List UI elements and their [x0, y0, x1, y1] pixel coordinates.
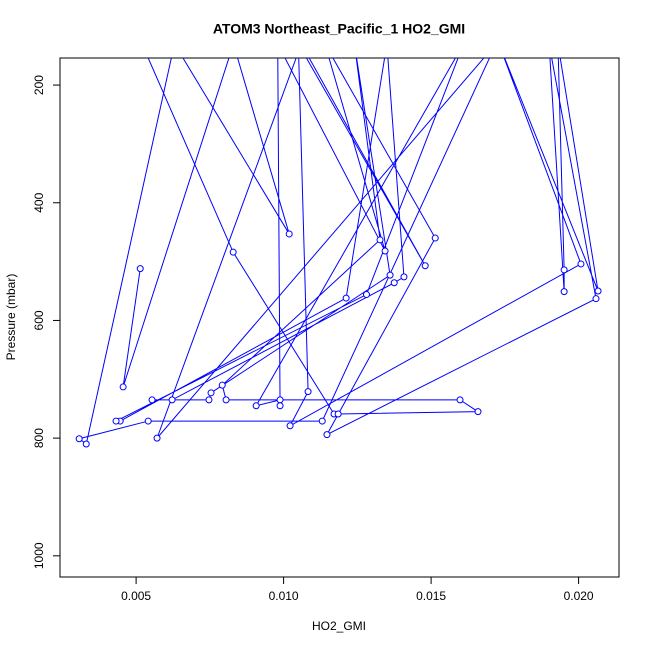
data-point [431, 234, 439, 242]
data-point [119, 383, 127, 391]
data-point [342, 294, 350, 302]
data-point [594, 287, 602, 295]
y-tick-label: 1000 [32, 542, 46, 569]
chart-title: ATOM3 Northeast_Pacific_1 HO2_GMI [213, 21, 465, 37]
data-point [456, 396, 464, 404]
data-point [82, 440, 90, 448]
data-point [592, 295, 600, 303]
data-point [222, 396, 230, 404]
data-point [205, 396, 213, 404]
data-point [276, 396, 284, 404]
data-point [304, 388, 312, 396]
data-point [560, 288, 568, 296]
data-point [276, 402, 284, 410]
x-axis-label: HO2_GMI [312, 619, 366, 633]
data-point [112, 417, 120, 425]
y-axis-label: Pressure (mbar) [4, 274, 18, 361]
data-point [148, 396, 156, 404]
data-point [136, 265, 144, 273]
data-point [334, 410, 342, 418]
data-point [560, 266, 568, 274]
plot-frame [59, 57, 620, 578]
data-point [207, 389, 215, 397]
x-tick-label: 0.020 [564, 589, 594, 603]
data-point [390, 279, 398, 287]
x-tick-label: 0.015 [416, 589, 446, 603]
data-point [421, 262, 429, 270]
y-tick-label: 200 [32, 75, 46, 95]
data-point [474, 408, 482, 416]
data-point [144, 417, 152, 425]
y-tick-label: 400 [32, 192, 46, 212]
y-tick-label: 600 [32, 310, 46, 330]
data-point [376, 236, 384, 244]
data-point [323, 431, 331, 439]
data-point [362, 291, 370, 299]
data-point [285, 230, 293, 238]
data-point [286, 422, 294, 430]
data-point [386, 271, 394, 279]
data-point [229, 248, 237, 256]
data-point [400, 273, 408, 281]
data-point [218, 381, 226, 389]
plot-area [75, 58, 602, 448]
data-point [168, 396, 176, 404]
data-point [75, 435, 83, 443]
data-point [381, 247, 389, 255]
y-tick-label: 800 [32, 428, 46, 448]
x-tick-label: 0.005 [121, 589, 151, 603]
data-point [153, 434, 161, 442]
data-point [577, 260, 585, 268]
data-point [252, 402, 260, 410]
data-point [318, 417, 326, 425]
x-tick-label: 0.010 [269, 589, 299, 603]
